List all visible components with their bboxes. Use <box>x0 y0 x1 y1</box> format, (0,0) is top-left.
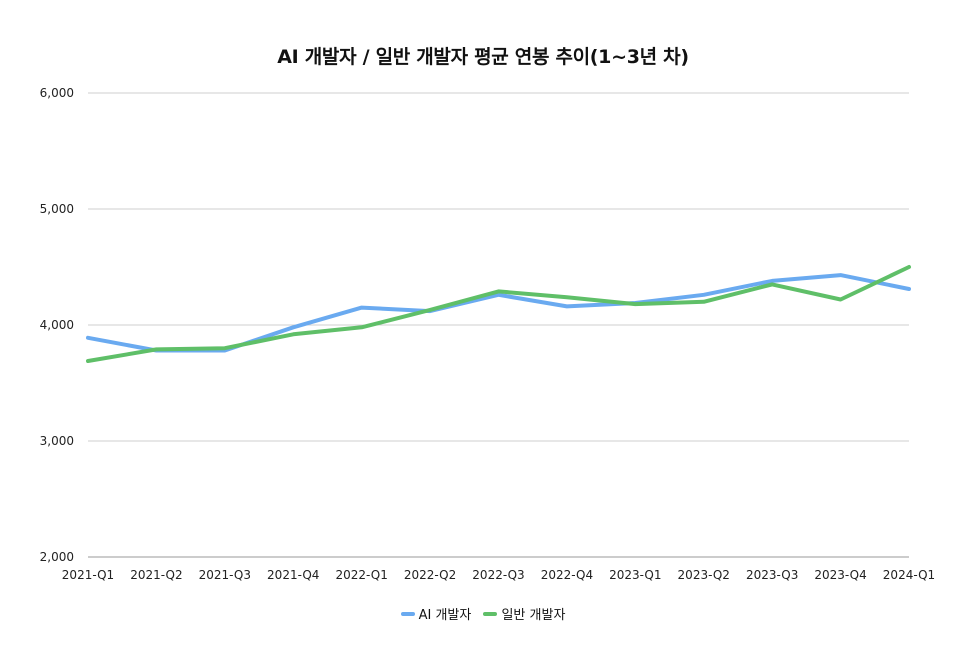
series-line-general <box>86 265 911 363</box>
y-tick-label: 4,000 <box>40 318 74 332</box>
x-tick-label: 2022-Q1 <box>335 568 387 582</box>
y-tick-label: 6,000 <box>40 86 74 100</box>
x-tick-label: 2023-Q3 <box>746 568 798 582</box>
x-tick-label: 2021-Q3 <box>199 568 251 582</box>
x-tick-label: 2021-Q4 <box>267 568 319 582</box>
legend-item-ai[interactable]: AI 개발자 <box>400 604 472 623</box>
x-tick-label: 2022-Q3 <box>472 568 524 582</box>
legend-swatch-general <box>483 611 498 616</box>
y-tick-label: 5,000 <box>40 202 74 216</box>
series-lines <box>86 265 911 363</box>
x-tick-label: 2023-Q2 <box>678 568 730 582</box>
legend-label-ai: AI 개발자 <box>418 608 472 623</box>
legend-item-general[interactable]: 일반 개발자 <box>483 604 565 623</box>
x-tick-label: 2022-Q4 <box>541 568 593 582</box>
x-tick-label: 2023-Q4 <box>814 568 866 582</box>
series-line-ai <box>86 273 911 353</box>
y-tick-label: 2,000 <box>40 550 74 564</box>
x-tick-label: 2022-Q2 <box>404 568 456 582</box>
legend-label-general: 일반 개발자 <box>501 608 566 623</box>
legend-swatch-ai <box>400 611 415 616</box>
chart-title: AI 개발자 / 일반 개발자 평균 연봉 추이(1~3년 차) <box>277 46 689 68</box>
x-tick-label: 2023-Q1 <box>609 568 661 582</box>
y-tick-label: 3,000 <box>40 434 74 448</box>
x-tick-label: 2021-Q2 <box>130 568 182 582</box>
x-axis-ticks: 2021-Q1 2021-Q2 2021-Q3 2021-Q4 2022-Q1 2022-… <box>62 568 935 582</box>
legend: AI 개발자 일반 개발자 <box>0 604 966 623</box>
x-tick-label: 2024-Q1 <box>883 568 935 582</box>
x-tick-label: 2021-Q1 <box>62 568 114 582</box>
grid-lines <box>88 92 909 558</box>
y-axis-ticks: 2,000 3,000 4,000 5,000 6,000 <box>40 86 74 564</box>
